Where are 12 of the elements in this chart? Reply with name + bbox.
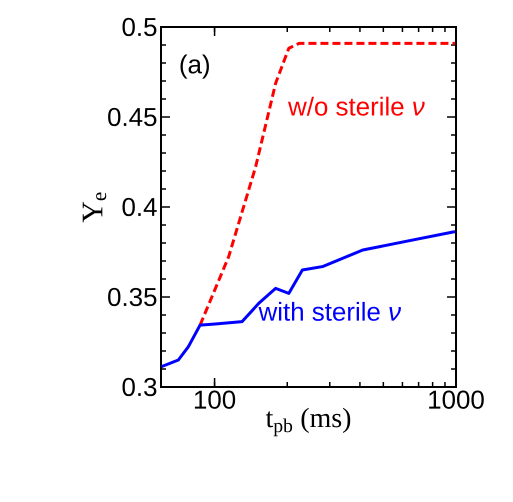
y-axis-title: Y$_{e}$ (82, 192, 106, 222)
y-tick-label: 0.45 (108, 108, 156, 126)
y-tick-label: 0.35 (108, 288, 156, 306)
y-tick-label: 0.5 (122, 18, 156, 36)
series-label: w/o sterile ν (288, 96, 425, 116)
x-tick-label: 1000 (429, 390, 484, 409)
y-tick-label: 0.4 (122, 198, 157, 216)
y-tick-label: 0.3 (122, 378, 156, 396)
x-axis-title: t$_{pb}$ (ms) (266, 408, 350, 436)
x-tick-label: 100 (194, 390, 236, 409)
annotation: (a) (180, 54, 209, 79)
series-label: with sterile ν (258, 302, 401, 321)
